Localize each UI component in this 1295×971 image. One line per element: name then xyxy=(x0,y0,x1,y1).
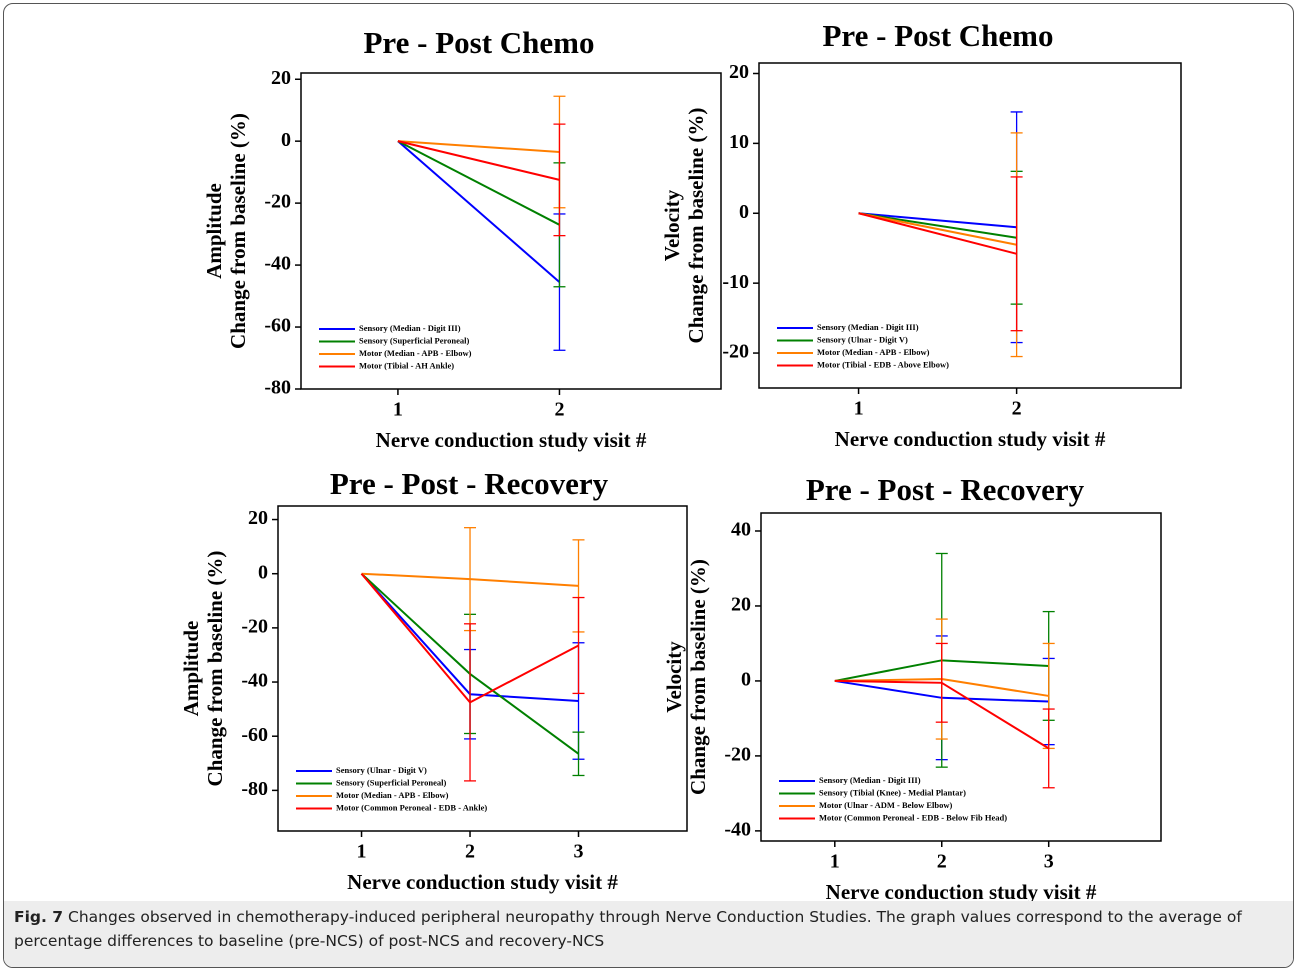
legend-label: Motor (Median - APB - Elbow) xyxy=(817,347,930,357)
y-tick-label: -60 xyxy=(241,724,268,746)
chart-title: Pre - Post - Recovery xyxy=(330,466,609,501)
x-tick-label: 1 xyxy=(357,841,367,863)
y-tick-label: 20 xyxy=(271,67,291,89)
series-line xyxy=(397,140,561,283)
x-tick-label: 2 xyxy=(465,841,475,863)
error-bar xyxy=(553,123,566,237)
legend-label: Sensory (Median - Digit III) xyxy=(819,775,921,785)
legend-label: Motor (Ulnar - ADM - Below Elbow) xyxy=(819,800,952,810)
y-tick-label: -80 xyxy=(241,778,268,800)
chart-title: Pre - Post Chemo xyxy=(363,25,594,60)
y-tick-label: -20 xyxy=(724,744,751,766)
legend-label: Sensory (Tibial (Knee) - Medial Plantar) xyxy=(819,787,966,797)
plot-frame xyxy=(277,505,688,832)
legend-label: Sensory (Median - Digit III) xyxy=(817,322,919,332)
y-tick-label: 0 xyxy=(281,129,291,151)
error-bar xyxy=(572,596,585,695)
y-axis-label: Change from baseline (%) xyxy=(686,559,710,795)
series-line xyxy=(858,212,1017,229)
y-tick-label: -60 xyxy=(264,315,291,337)
series-line xyxy=(858,212,1017,239)
series-line xyxy=(397,140,560,226)
legend-label: Sensory (Median - Digit III) xyxy=(359,323,461,333)
series-line xyxy=(858,212,1017,255)
legend-label: Sensory (Ulnar - Digit V) xyxy=(817,334,908,344)
caption: Fig. 7 Changes observed in chemotherapy-… xyxy=(4,901,1293,967)
y-tick-label: 20 xyxy=(729,61,749,83)
x-tick-label: 3 xyxy=(1044,851,1054,873)
legend-label: Motor (Median - APB - Elbow) xyxy=(359,348,472,358)
y-tick-label: -10 xyxy=(722,271,749,293)
caption-text: Changes observed in chemotherapy-induced… xyxy=(14,908,1242,950)
x-tick-label: 1 xyxy=(854,398,864,420)
y-tick-label: 0 xyxy=(739,201,749,223)
chart-title: Pre - Post - Recovery xyxy=(806,472,1085,507)
series-line xyxy=(397,140,560,153)
y-axis-label: Velocity xyxy=(662,641,686,713)
y-tick-label: -40 xyxy=(241,670,268,692)
y-axis-label: Change from baseline (%) xyxy=(226,113,250,349)
legend-label: Sensory (Superficial Peroneal) xyxy=(336,777,446,787)
y-axis-label: Amplitude xyxy=(202,183,226,279)
plot-frame xyxy=(760,512,1162,842)
error-bar xyxy=(1010,176,1023,332)
y-tick-label: 20 xyxy=(731,594,751,616)
chart-title: Pre - Post Chemo xyxy=(822,18,1053,53)
x-axis-label: Nerve conduction study visit # xyxy=(347,870,618,894)
x-tick-label: 1 xyxy=(393,399,403,421)
caption-label: Fig. 7 xyxy=(14,908,64,926)
legend-label: Motor (Tibial - AH Ankle) xyxy=(359,360,454,370)
y-tick-label: 10 xyxy=(729,131,749,153)
y-axis-label: Change from baseline (%) xyxy=(684,108,708,344)
legend-label: Motor (Tibial - EDB - Above Elbow) xyxy=(817,359,949,369)
figure: Pre - Post Chemo Amplitude Change from bas… xyxy=(3,3,1294,968)
y-tick-label: -80 xyxy=(264,377,291,399)
y-tick-label: 40 xyxy=(731,519,751,541)
plot-frame xyxy=(758,62,1182,389)
legend-label: Sensory (Superficial Peroneal) xyxy=(359,335,469,345)
y-tick-label: -20 xyxy=(241,615,268,637)
x-tick-label: 3 xyxy=(574,841,584,863)
y-tick-label: 0 xyxy=(258,561,268,583)
legend-label: Motor (Common Peroneal - EDB - Ankle) xyxy=(336,802,487,812)
series-line xyxy=(397,140,560,181)
error-bar xyxy=(1042,708,1055,789)
x-tick-label: 1 xyxy=(830,851,840,873)
y-axis-label: Amplitude xyxy=(179,621,203,717)
y-tick-label: -40 xyxy=(264,253,291,275)
x-axis-label: Nerve conduction study visit # xyxy=(376,428,647,452)
legend-label: Sensory (Ulnar - Digit V) xyxy=(336,765,427,775)
y-axis-label: Velocity xyxy=(660,189,684,261)
y-tick-label: -20 xyxy=(264,191,291,213)
plot-frame xyxy=(300,72,722,390)
y-tick-label: -20 xyxy=(722,341,749,363)
legend-label: Motor (Common Peroneal - EDB - Below Fib… xyxy=(819,812,1007,822)
y-tick-label: 20 xyxy=(248,507,268,529)
x-tick-label: 2 xyxy=(554,399,564,421)
series-line xyxy=(858,212,1017,246)
error-bar xyxy=(572,731,585,777)
error-bar xyxy=(935,642,948,723)
x-axis-label: Nerve conduction study visit # xyxy=(826,880,1097,901)
y-axis-label: Change from baseline (%) xyxy=(203,551,227,787)
x-tick-label: 2 xyxy=(937,851,947,873)
x-axis-label: Nerve conduction study visit # xyxy=(835,427,1106,451)
legend-label: Motor (Median - APB - Elbow) xyxy=(336,790,449,800)
error-bar xyxy=(464,623,477,782)
y-tick-label: -40 xyxy=(724,818,751,840)
y-tick-label: 0 xyxy=(741,669,751,691)
x-tick-label: 2 xyxy=(1012,398,1022,420)
